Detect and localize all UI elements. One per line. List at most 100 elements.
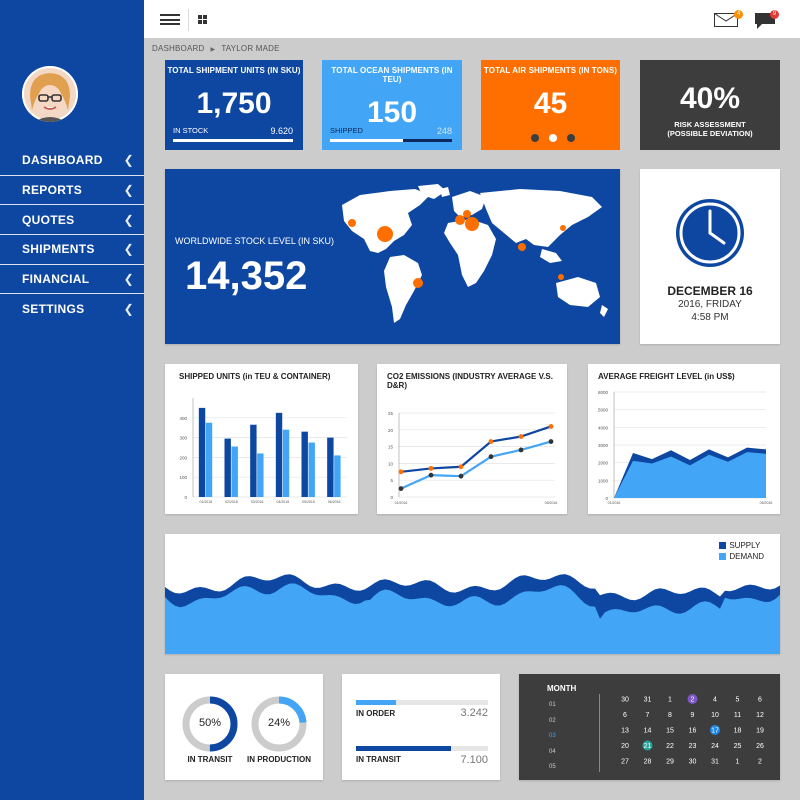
month-item[interactable]: 05 <box>549 764 556 770</box>
series-line <box>400 425 552 473</box>
co2-emissions-chart-card: CO2 EMISSIONS (INDUSTRY AVERAGE V.S. D&R… <box>377 364 567 514</box>
calendar-day[interactable]: 7 <box>646 712 650 719</box>
kpi-card-risk[interactable]: 40% RISK ASSESSMENT (POSSIBLE DEVIATION) <box>640 60 780 150</box>
calendar-day[interactable]: 17 <box>711 727 719 734</box>
calendar-day[interactable]: 10 <box>711 712 719 719</box>
calendar-day[interactable]: 23 <box>689 743 697 750</box>
shipped-units-chart: 0 100 200 300 400 01/2016 02/2016 03/2016 04/201… <box>179 398 347 504</box>
calendar-day[interactable]: 6 <box>623 712 627 719</box>
kpi-line2: (POSSIBLE DEVIATION) <box>667 129 753 138</box>
calendar-day[interactable]: 28 <box>644 758 652 765</box>
legend-label: DEMAND <box>729 552 764 561</box>
breadcrumb-root[interactable]: DASHBOARD <box>152 44 205 53</box>
sidebar-item-financial[interactable]: FINANCIAL ❮ <box>0 265 144 295</box>
y-tick-label: 5000 <box>598 408 609 413</box>
chart-legend: SUPPLY DEMAND <box>719 540 764 562</box>
calendar-day[interactable]: 14 <box>644 727 652 734</box>
calendar-day[interactable]: 31 <box>711 758 719 765</box>
calendar-day[interactable]: 29 <box>666 758 674 765</box>
breadcrumb: DASHBOARD ▶ TAYLOR MADE <box>152 44 280 53</box>
calendar-day-highlight <box>642 740 653 751</box>
calendar-day[interactable]: 25 <box>734 743 742 750</box>
calendar-day-highlight <box>687 694 698 704</box>
sidebar-item-reports[interactable]: REPORTS ❮ <box>0 176 144 206</box>
kpi-card-shipment-units[interactable]: TOTAL SHIPMENT UNITS (IN SKU) 1,750 IN S… <box>165 60 303 150</box>
user-avatar[interactable] <box>22 66 78 122</box>
sidebar-item-dashboard[interactable]: DASHBOARD ❮ <box>0 146 144 176</box>
data-point <box>428 472 434 478</box>
calendar-day-highlight <box>710 725 720 735</box>
sidebar-item-label: SETTINGS <box>22 302 85 317</box>
calendar-day[interactable]: 2 <box>758 758 762 765</box>
chevron-left-icon: ❮ <box>123 153 134 168</box>
bar <box>224 438 231 497</box>
calendar-day[interactable]: 21 <box>644 743 652 750</box>
in-order-label: IN ORDER <box>356 709 396 718</box>
sidebar-item-settings[interactable]: SETTINGS ❮ <box>0 294 144 324</box>
kpi-card-ocean-shipments[interactable]: TOTAL OCEAN SHIPMENTS (IN TEU) 150 SHIPP… <box>322 60 462 150</box>
donut-value: 50% <box>198 717 222 729</box>
calendar-day[interactable]: 1 <box>668 696 672 703</box>
calendar-day[interactable]: 30 <box>689 758 697 765</box>
calendar-day[interactable]: 13 <box>621 727 629 734</box>
kpi-card-air-shipments[interactable]: TOTAL AIR SHIPMENTS (IN TONS) 45 <box>481 60 620 150</box>
bar <box>308 442 315 497</box>
chevron-left-icon: ❮ <box>123 212 134 227</box>
chat-button[interactable]: 9 <box>754 10 779 35</box>
calendar-day[interactable]: 11 <box>734 712 741 719</box>
grid-view-icon[interactable] <box>198 15 207 24</box>
calendar-day[interactable]: 30 <box>621 696 629 703</box>
carousel-dot[interactable] <box>531 134 539 142</box>
carousel-dot-active[interactable] <box>549 134 557 142</box>
sidebar-item-quotes[interactable]: QUOTES ❮ <box>0 205 144 236</box>
sidebar-item-shipments[interactable]: SHIPMENTS ❮ <box>0 235 144 265</box>
co2-emissions-chart: 0 5 10 15 20 25 01/2016 05/2016 <box>388 411 557 505</box>
data-point <box>488 454 494 460</box>
calendar-day[interactable]: 1 <box>736 758 740 765</box>
worldwide-stock-label: WORLDWIDE STOCK LEVEL (IN SKU) <box>175 236 335 246</box>
hamburger-menu-icon[interactable] <box>160 14 180 25</box>
bar <box>250 424 257 497</box>
world-map <box>342 184 608 323</box>
donut-value: 24% <box>267 717 291 729</box>
calendar-day[interactable]: 6 <box>758 696 762 703</box>
kpi-title: TOTAL OCEAN SHIPMENTS (IN TEU) <box>331 66 453 84</box>
carousel-dots <box>531 134 575 142</box>
calendar-day[interactable]: 31 <box>644 696 652 703</box>
month-item[interactable]: 02 <box>549 717 556 724</box>
carousel-dot[interactable] <box>567 134 575 142</box>
sidebar: DASHBOARD ❮ REPORTS ❮ QUOTES ❮ SHIPMENTS ❮ F… <box>0 0 144 800</box>
calendar-day[interactable]: 5 <box>736 696 740 703</box>
calendar-day[interactable]: 18 <box>734 727 742 734</box>
month-list: 01 02 03 04 05 <box>549 698 556 776</box>
month-item[interactable]: 04 <box>549 748 556 755</box>
calendar-day[interactable]: 22 <box>666 743 674 750</box>
bar <box>282 429 290 497</box>
calendar-day[interactable]: 4 <box>713 696 717 703</box>
mail-button[interactable]: 4 <box>714 10 743 32</box>
calendar-day[interactable]: 16 <box>689 727 697 734</box>
calendar-day[interactable]: 15 <box>666 727 674 734</box>
chevron-right-icon: ▶ <box>210 47 216 53</box>
month-item-active[interactable]: 03 <box>549 733 556 739</box>
in-transit-value: 7.100 <box>460 754 488 766</box>
y-tick-label: 0 <box>184 495 187 500</box>
y-tick-label: 2000 <box>598 461 609 466</box>
in-order-value: 3.242 <box>460 707 488 719</box>
calendar-day[interactable]: 19 <box>756 727 764 734</box>
calendar-day[interactable]: 20 <box>621 743 629 750</box>
data-point <box>518 447 524 453</box>
series-area <box>614 452 766 498</box>
month-item[interactable]: 01 <box>549 702 556 708</box>
calendar-day[interactable]: 2 <box>691 696 695 703</box>
mail-icon <box>714 13 738 27</box>
calendar-day[interactable]: 27 <box>621 758 629 765</box>
x-tick-label: 04/2016 <box>277 500 290 504</box>
calendar-day[interactable]: 24 <box>711 743 719 750</box>
calendar-day[interactable]: 12 <box>756 712 764 719</box>
calendar-day[interactable]: 26 <box>756 743 764 750</box>
calendar-day[interactable]: 9 <box>691 712 695 719</box>
calendar-day[interactable]: 8 <box>668 712 672 719</box>
data-point <box>458 473 464 479</box>
